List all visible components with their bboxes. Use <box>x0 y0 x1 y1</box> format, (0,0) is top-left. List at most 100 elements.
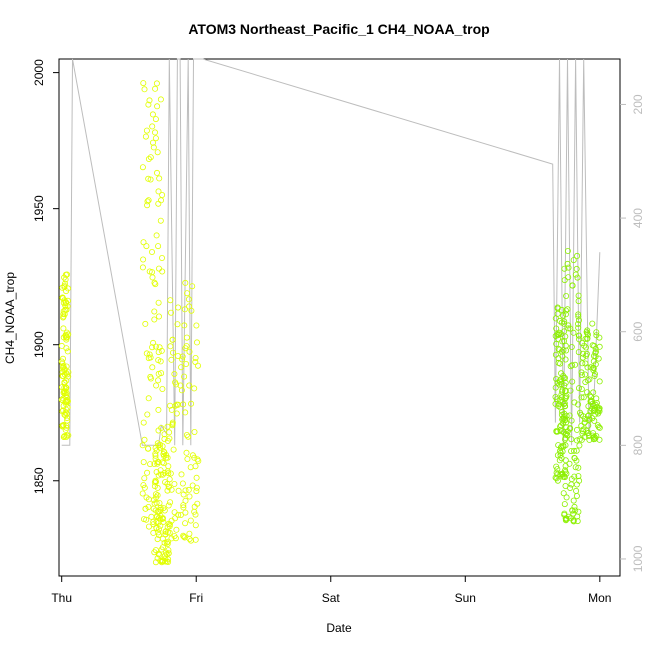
data-point <box>142 133 149 140</box>
data-point <box>576 385 583 392</box>
y2-tick-label: 200 <box>631 94 645 114</box>
data-point <box>556 381 563 388</box>
data-point <box>192 511 199 518</box>
data-point <box>155 349 162 356</box>
data-point <box>181 322 188 329</box>
data-point <box>567 425 574 432</box>
data-point <box>158 370 165 377</box>
y2-tick-label: 1000 <box>631 545 645 572</box>
data-point <box>563 424 570 431</box>
data-point <box>562 457 569 464</box>
data-point <box>144 202 151 209</box>
data-point <box>182 279 189 286</box>
data-point <box>563 412 570 419</box>
data-point <box>153 169 160 176</box>
data-point <box>145 175 152 182</box>
data-point <box>564 247 571 254</box>
data-point <box>168 356 175 363</box>
data-point <box>165 502 172 509</box>
data-point <box>575 508 582 515</box>
data-point <box>180 401 187 408</box>
data-point <box>194 362 201 369</box>
data-point <box>192 536 199 543</box>
data-point <box>155 265 162 272</box>
data-point <box>180 502 187 509</box>
data-point <box>578 386 585 393</box>
data-point <box>584 364 591 371</box>
data-point <box>145 101 152 108</box>
y-tick-label: 1950 <box>32 195 46 222</box>
data-point <box>151 279 158 286</box>
x-axis-label: Date <box>326 621 352 635</box>
data-point <box>559 388 566 395</box>
data-point <box>562 395 569 402</box>
data-point <box>151 308 158 315</box>
data-point <box>553 325 560 332</box>
data-point <box>593 329 600 336</box>
y-tick-label: 1850 <box>32 467 46 494</box>
data-point <box>152 478 159 485</box>
data-point <box>583 352 590 359</box>
data-point <box>64 348 71 355</box>
data-point <box>143 127 150 134</box>
data-point <box>172 402 179 409</box>
data-point <box>593 348 600 355</box>
data-point <box>166 476 173 483</box>
data-point <box>157 197 164 204</box>
data-point <box>139 264 146 271</box>
data-point <box>60 308 67 315</box>
data-point <box>582 416 589 423</box>
data-point <box>575 320 582 327</box>
data-point <box>177 512 184 519</box>
data-point <box>63 377 70 384</box>
data-point <box>151 483 158 490</box>
data-point <box>63 363 70 370</box>
data-point <box>147 373 154 380</box>
x-tick-label: Fri <box>189 591 203 605</box>
data-point <box>61 388 68 395</box>
data-point <box>60 325 67 332</box>
data-point <box>153 80 160 87</box>
data-point <box>563 470 570 477</box>
data-point <box>569 362 576 369</box>
data-point <box>575 473 582 480</box>
data-point <box>191 503 198 510</box>
data-point <box>177 382 184 389</box>
data-point <box>175 304 182 311</box>
data-point <box>155 188 162 195</box>
data-point <box>157 217 164 224</box>
data-point <box>140 459 147 466</box>
data-point <box>163 539 170 546</box>
data-point <box>169 422 176 429</box>
data-point <box>153 447 160 454</box>
data-point <box>576 442 583 449</box>
data-point <box>61 274 68 281</box>
data-point <box>140 256 147 263</box>
data-point <box>581 342 588 349</box>
data-point <box>552 400 559 407</box>
data-point <box>155 299 162 306</box>
data-point <box>572 507 579 514</box>
data-point <box>158 471 165 478</box>
data-point <box>167 499 174 506</box>
data-point <box>140 239 147 246</box>
data-point <box>158 424 165 431</box>
y-axis-label: CH4_NOAA_trop <box>3 272 17 364</box>
data-point <box>60 407 67 414</box>
data-point <box>151 129 158 136</box>
data-point <box>568 481 575 488</box>
data-point <box>568 448 575 455</box>
data-point <box>560 312 567 319</box>
data-point <box>147 154 154 161</box>
data-point <box>573 265 580 272</box>
data-point <box>61 284 68 291</box>
data-point <box>157 467 164 474</box>
data-point <box>154 460 161 467</box>
data-point <box>166 529 173 536</box>
data-point <box>571 399 578 406</box>
data-point <box>575 298 582 305</box>
data-point <box>152 491 159 498</box>
data-point <box>153 382 160 389</box>
data-point <box>193 484 200 491</box>
data-point <box>144 445 151 452</box>
